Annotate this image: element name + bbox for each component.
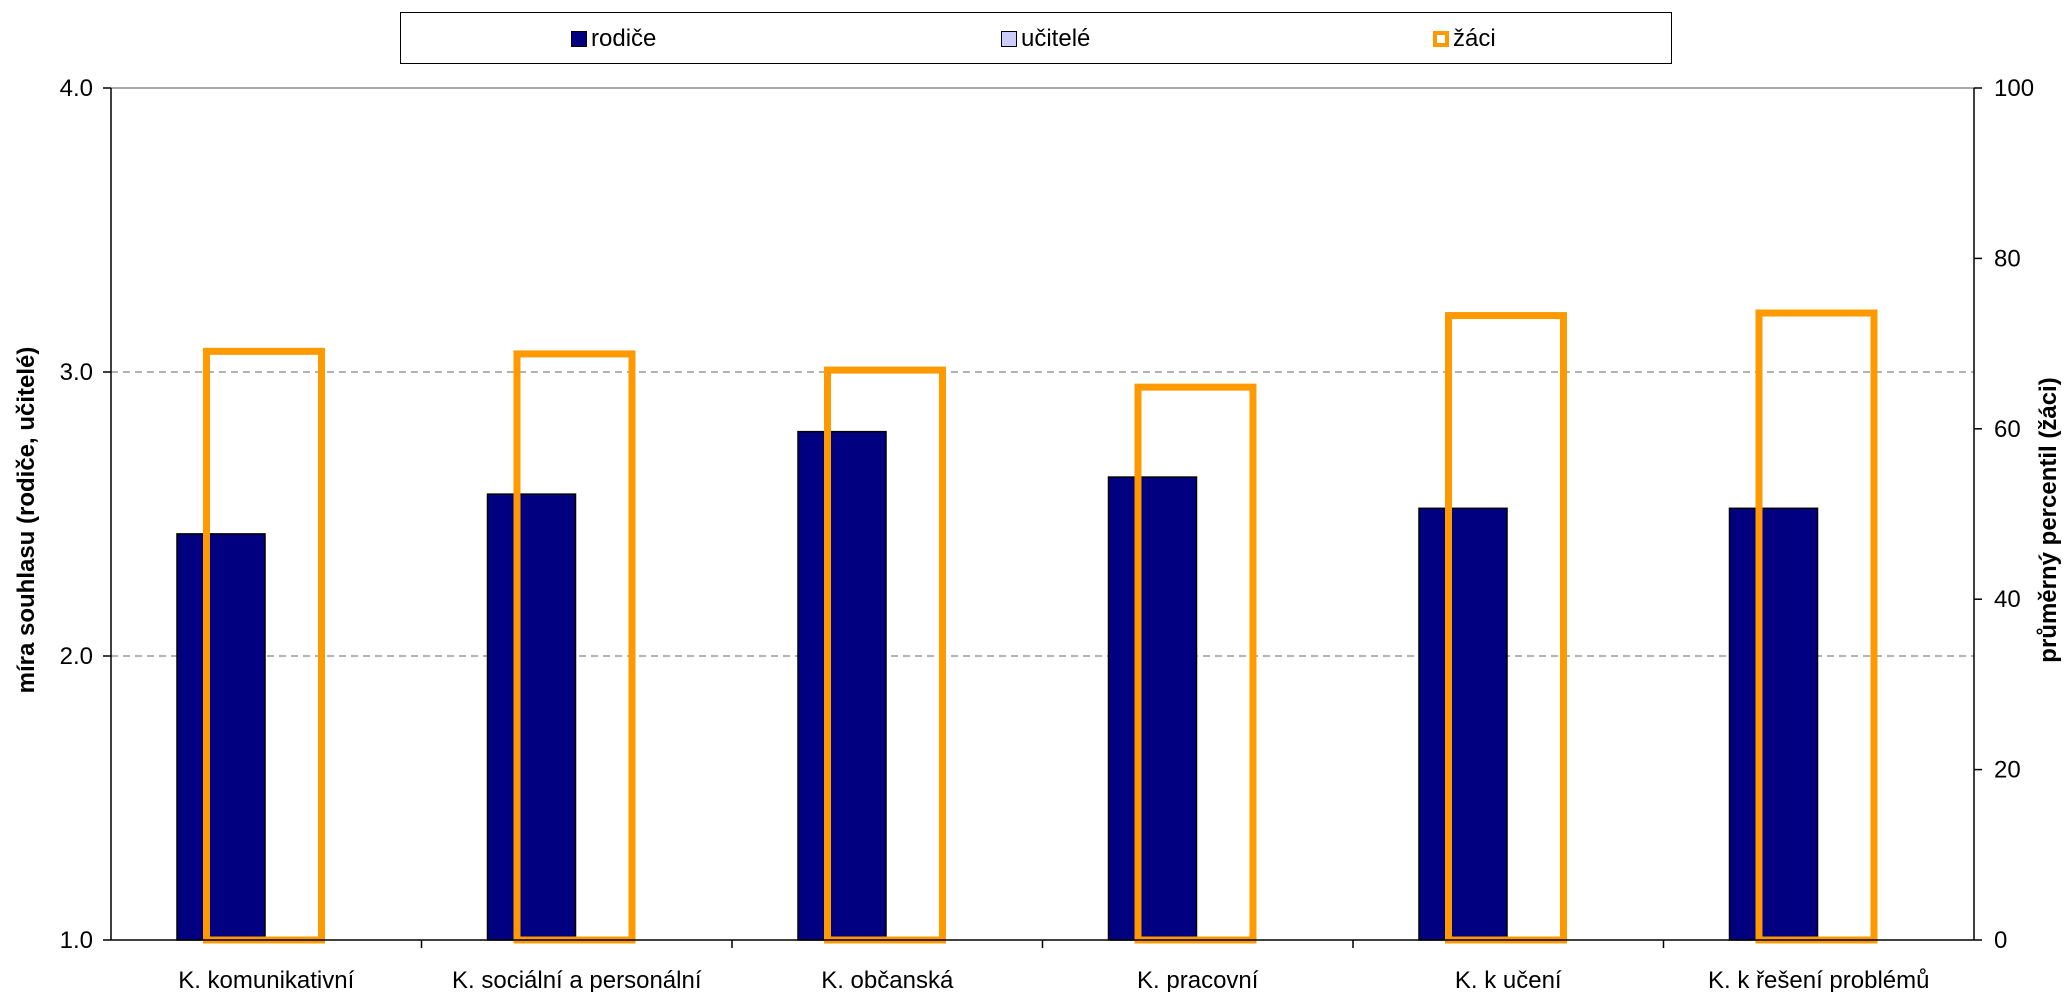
bar-rodice: [1107, 476, 1198, 941]
y-tick-label-right: 40: [1994, 586, 2021, 613]
y-tick-label-left: 2.0: [60, 643, 93, 670]
legend-swatch-rodice: [571, 31, 587, 47]
legend: rodiče učitelé žáci: [400, 12, 1672, 64]
legend-swatch-ucitele: [1001, 31, 1017, 47]
bar-rodice: [176, 533, 266, 941]
y-tick-label-left: 3.0: [60, 359, 93, 386]
x-tick-label: K. občanská: [821, 967, 954, 992]
y-tick-label-left: 1.0: [60, 927, 93, 954]
gridlines: [111, 87, 1974, 657]
legend-label-ucitele: učitelé: [1021, 25, 1091, 52]
y-tick-label-right: 60: [1994, 416, 2021, 443]
y-axis-left-title: míra souhlasu (rodiče, učitelé): [13, 347, 40, 694]
y-tick-label-right: 100: [1994, 75, 2034, 102]
y-tick-label-right: 20: [1994, 757, 2021, 784]
bar-rodice: [486, 493, 577, 941]
x-tick-label: K. komunikativní: [178, 967, 354, 992]
bars: [176, 309, 1878, 944]
y-tick-label-right: 0: [1994, 927, 2007, 954]
y-tick-label-left: 4.0: [60, 75, 93, 102]
legend-label-rodice: rodiče: [591, 25, 657, 52]
axes: [103, 87, 1982, 948]
tick-labels: K. komunikativní K. sociální a personální…: [60, 75, 2034, 992]
y-axis-right-title: průměrný percentil (žáci): [2035, 377, 2062, 662]
legend-item-rodice: rodiče: [571, 13, 656, 65]
x-tick-label: K. pracovní: [1137, 967, 1259, 992]
x-tick-label: K. k řešení problémů: [1708, 967, 1929, 992]
x-tick-label: K. sociální a personální: [452, 967, 702, 992]
bar-rodice: [1728, 507, 1819, 941]
legend-item-zaci: žáci: [1433, 13, 1496, 65]
bar-rodice: [797, 430, 887, 941]
legend-label-zaci: žáci: [1453, 25, 1496, 52]
legend-item-ucitele: učitelé: [1001, 13, 1090, 65]
y-tick-label-right: 80: [1994, 245, 2021, 272]
x-tick-label: K. k učení: [1455, 967, 1562, 992]
bar-rodice: [1418, 507, 1508, 941]
legend-swatch-zaci: [1433, 31, 1449, 47]
